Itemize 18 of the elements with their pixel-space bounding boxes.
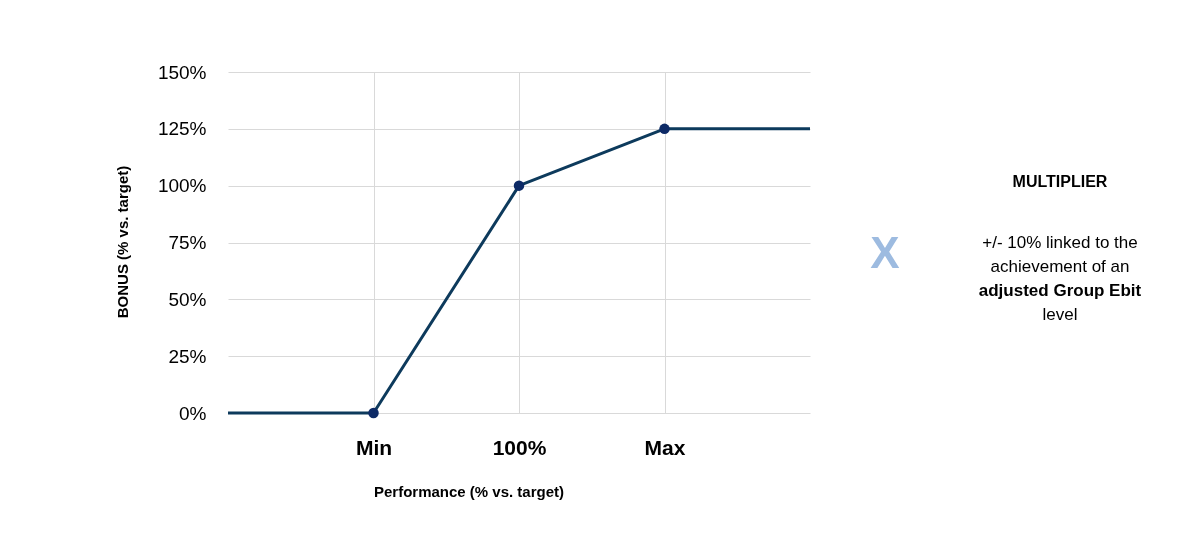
x-tick-label: 100% [492,435,547,459]
text: MULTIPLIER [1012,173,1108,190]
y-tick-label: 25% [168,345,207,367]
y-tick-label: 100% [157,175,207,197]
text: level [1042,305,1078,324]
y-tick-label: 50% [168,288,207,310]
y-tick-label: 150% [157,61,207,83]
text: +/- 10% linked to the [982,233,1138,252]
y-tick-label: 125% [157,118,207,140]
text: adjusted Group Ebit [978,281,1142,300]
y-tick-label: 75% [168,232,207,253]
y-axis-title: BONUS (% vs. target) [114,165,131,319]
text: achievement of an [990,257,1130,276]
y-tick-label: 0% [179,402,207,424]
x-axis-title: Performance (% vs. target) [373,483,565,500]
text: X [870,228,900,277]
x-tick-label: Max [644,435,686,459]
x-tick-label: Min [355,435,393,459]
